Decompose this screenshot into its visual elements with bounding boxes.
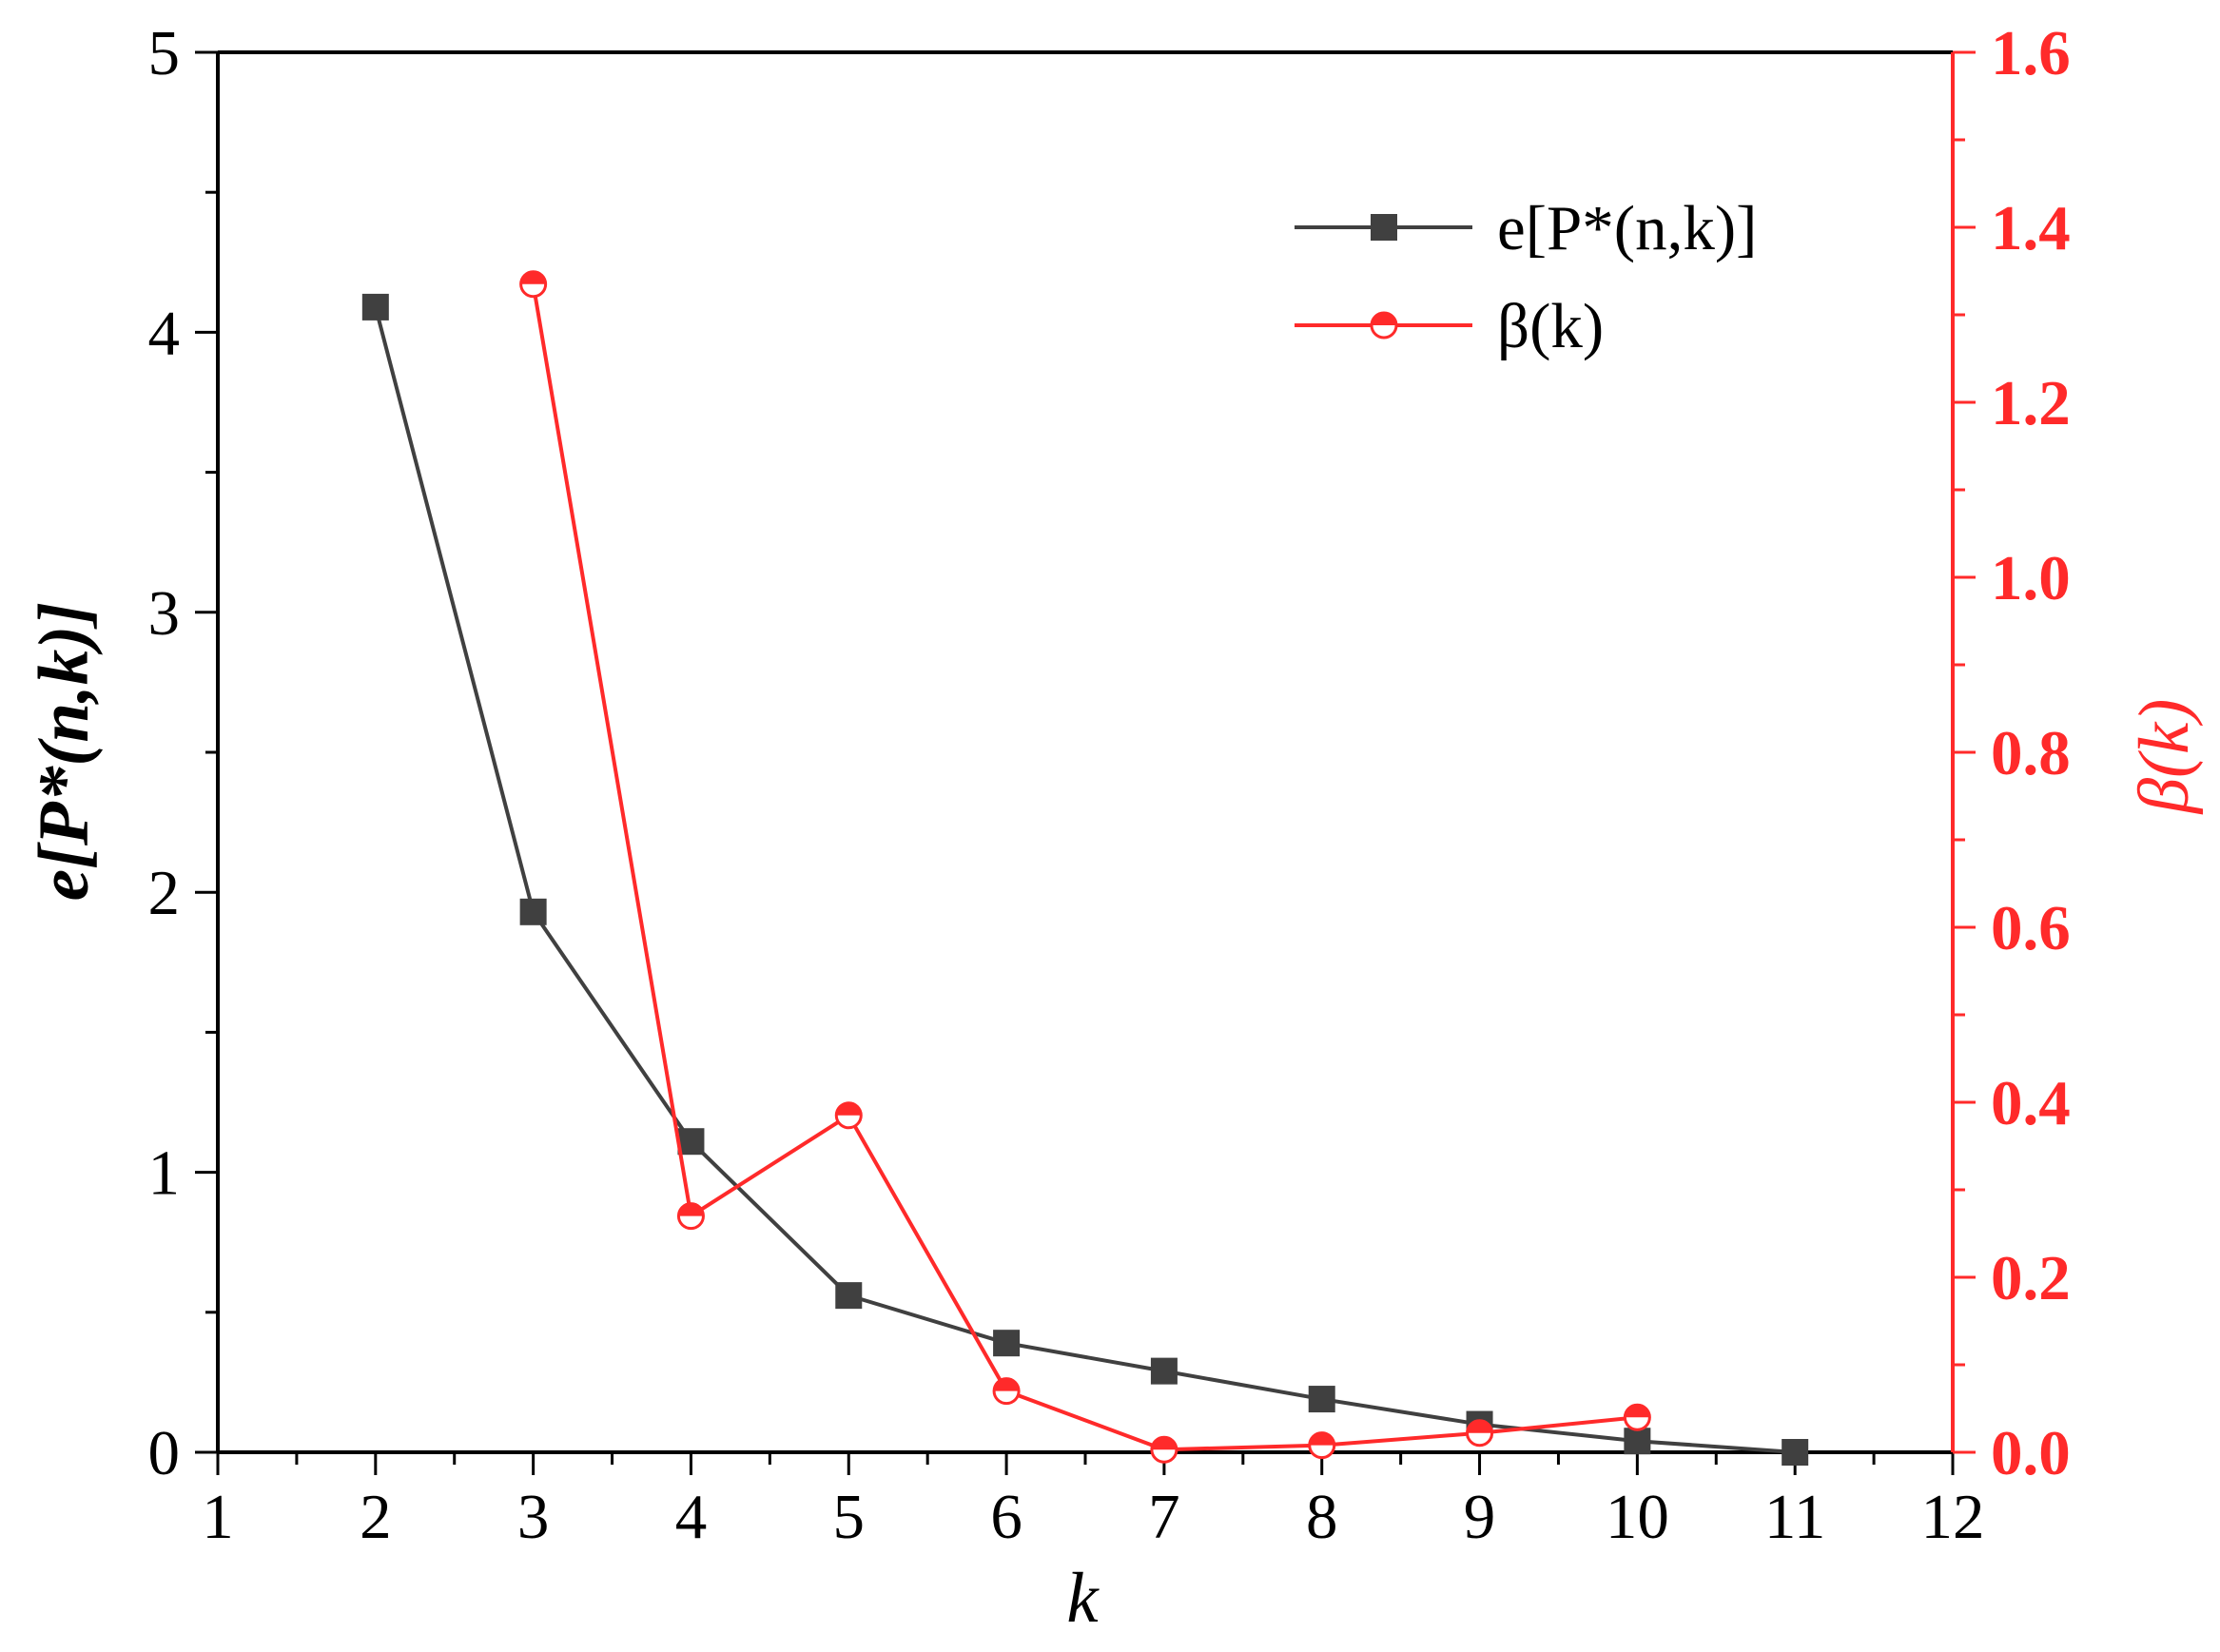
right-y-tick-label: 0.0 xyxy=(1991,1418,2071,1488)
x-tick-label: 3 xyxy=(517,1482,550,1552)
data-point-square xyxy=(519,898,547,925)
data-point-square xyxy=(1308,1386,1335,1413)
axes: 1 2 3 4 5 6 7 8 9 10 11 120123450.00.20.40.60.81.01… xyxy=(148,18,2071,1552)
left-y-tick-label: 1 xyxy=(148,1138,181,1209)
data-point-circle-fill xyxy=(836,1102,862,1116)
left-y-tick-label: 3 xyxy=(148,578,181,649)
data-point-circle xyxy=(1623,1403,1651,1431)
data-point-circle-fill xyxy=(1151,1437,1177,1450)
data-point-circle-fill xyxy=(1372,313,1396,325)
series-line xyxy=(373,306,1796,1454)
left-y-tick-label: 4 xyxy=(148,298,181,368)
right-y-tick-label: 1.0 xyxy=(1991,543,2071,613)
x-tick-label: 12 xyxy=(1921,1482,1985,1552)
left-y-tick-label: 0 xyxy=(148,1418,181,1488)
legend: e[P*(n,k)] β(k) xyxy=(1295,193,1758,361)
data-point-circle xyxy=(676,1202,705,1231)
series-line xyxy=(531,283,1638,1452)
legend-entry: e[P*(n,k)] xyxy=(1295,193,1758,263)
data-point-circle xyxy=(1466,1419,1494,1448)
data-point-circle-fill xyxy=(678,1203,704,1216)
data-point-circle xyxy=(1150,1435,1178,1464)
data-point-square xyxy=(835,1282,863,1310)
series-layer xyxy=(361,270,1809,1466)
right-y-tick-label: 0.8 xyxy=(1991,718,2071,788)
data-point-circle xyxy=(519,270,548,299)
right-y-axis-title: β(k) xyxy=(2125,699,2204,816)
x-tick-label: 7 xyxy=(1148,1482,1180,1552)
data-point-square xyxy=(677,1128,705,1156)
x-tick-label: 11 xyxy=(1764,1482,1826,1552)
data-point-square xyxy=(361,293,389,321)
right-y-tick-label: 1.4 xyxy=(1991,193,2071,263)
right-y-tick-label: 0.6 xyxy=(1991,893,2071,963)
right-y-tick-label: 1.6 xyxy=(1991,18,2071,88)
series-beta-k xyxy=(519,270,1651,1464)
right-y-tick-label: 1.2 xyxy=(1991,368,2071,438)
data-point-square xyxy=(1150,1357,1178,1385)
x-tick-label: 5 xyxy=(833,1482,866,1552)
data-point-circle-fill xyxy=(1467,1420,1492,1433)
data-point-square xyxy=(1624,1428,1651,1455)
data-point-circle-fill xyxy=(994,1378,1020,1391)
x-tick-label: 8 xyxy=(1306,1482,1338,1552)
data-point-circle xyxy=(834,1101,863,1130)
x-axis-title: k xyxy=(1066,1559,1100,1638)
data-point-square xyxy=(1371,214,1397,241)
data-point-circle-fill xyxy=(1309,1432,1334,1446)
data-point-circle-fill xyxy=(520,271,546,284)
series-e-pnk xyxy=(361,293,1809,1466)
x-tick-label: 6 xyxy=(990,1482,1022,1552)
left-y-tick-label: 2 xyxy=(148,858,181,928)
legend-label: β(k) xyxy=(1497,291,1604,361)
left-y-tick-label: 5 xyxy=(148,18,181,88)
x-tick-label: 1 xyxy=(202,1482,234,1552)
data-point-circle-fill xyxy=(1625,1405,1650,1418)
data-point-square xyxy=(1782,1439,1809,1466)
x-tick-label: 4 xyxy=(675,1482,708,1552)
data-point-circle xyxy=(1308,1431,1336,1460)
data-point-circle xyxy=(992,1377,1021,1406)
legend-label: e[P*(n,k)] xyxy=(1497,193,1758,263)
data-point-circle xyxy=(1370,311,1398,340)
left-y-axis-title: e[P*(n,k)] xyxy=(25,602,104,901)
data-point-square xyxy=(993,1330,1021,1357)
right-y-tick-label: 0.4 xyxy=(1991,1068,2071,1138)
x-tick-label: 10 xyxy=(1606,1482,1669,1552)
right-y-tick-label: 0.2 xyxy=(1991,1243,2071,1313)
x-tick-label: 9 xyxy=(1464,1482,1496,1552)
legend-entry: β(k) xyxy=(1295,291,1604,361)
x-tick-label: 2 xyxy=(360,1482,392,1552)
